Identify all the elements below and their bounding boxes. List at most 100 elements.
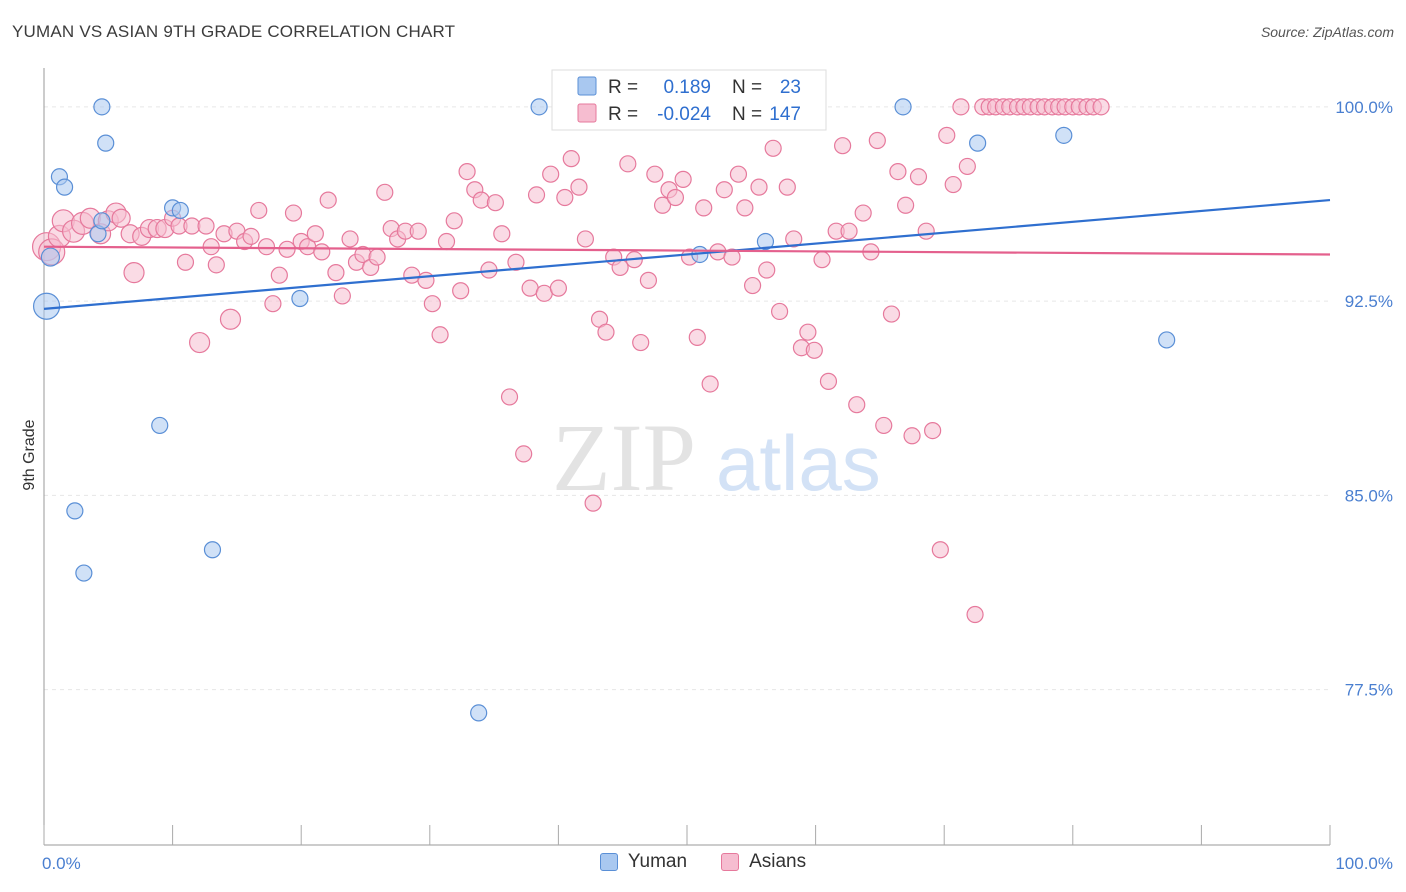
asian-point-54 xyxy=(417,271,435,289)
asian-point-75 xyxy=(562,150,580,168)
asian-point-47 xyxy=(368,248,386,266)
legend-label-asians: Asians xyxy=(749,851,807,872)
asian-point-133 xyxy=(966,605,984,624)
asian-point-94 xyxy=(695,199,713,217)
legend-n-value-asians: 147 xyxy=(769,104,801,125)
asian-point-122 xyxy=(889,163,907,181)
asian-point-120 xyxy=(875,416,893,435)
legend-r-label-yuman: R = xyxy=(608,77,638,98)
asian-point-126 xyxy=(917,222,935,240)
legend-item-asians[interactable]: Asians xyxy=(721,851,806,873)
yuman-point-22 xyxy=(1158,331,1176,349)
asian-point-32 xyxy=(264,295,282,313)
asian-point-106 xyxy=(778,178,796,196)
y-tick-label-2: 85.0% xyxy=(1345,486,1393,505)
yuman-point-0 xyxy=(32,292,61,320)
yuman-point-9 xyxy=(97,134,115,152)
asian-point-57 xyxy=(437,232,456,251)
asian-point-41 xyxy=(327,264,345,282)
asian-point-70 xyxy=(527,186,546,204)
asian-point-19 xyxy=(176,253,195,271)
asian-point-76 xyxy=(570,178,588,196)
asian-point-29 xyxy=(242,227,260,245)
asian-point-33 xyxy=(270,266,288,284)
asian-point-103 xyxy=(758,261,776,279)
asian-point-87 xyxy=(646,165,664,183)
asian-point-119 xyxy=(868,131,886,150)
legend-n-label-yuman: N = xyxy=(732,77,762,98)
asian-point-110 xyxy=(805,341,823,359)
asian-point-22 xyxy=(197,217,215,235)
trend-lines xyxy=(43,198,1331,310)
asian-point-58 xyxy=(445,212,463,230)
legend-box: R = 0.189 N = 23 R = -0.024 N = 147 xyxy=(551,69,827,131)
asian-point-88 xyxy=(653,196,672,214)
asian-point-112 xyxy=(819,372,838,390)
legend-n-value-yuman: 23 xyxy=(780,77,801,98)
asian-point-82 xyxy=(611,258,629,277)
asian-point-105 xyxy=(770,302,789,321)
legend-n-label-asians: N = xyxy=(732,104,762,125)
asian-point-48 xyxy=(376,183,394,201)
asian-point-78 xyxy=(584,494,602,512)
legend-r-value-yuman: 0.189 xyxy=(663,77,711,98)
asian-point-115 xyxy=(840,222,858,240)
series-asians-points xyxy=(31,98,1110,624)
asian-point-101 xyxy=(743,276,762,295)
legend-item-yuman[interactable]: Yuman xyxy=(599,851,687,873)
y-tick-label-1: 92.5% xyxy=(1345,292,1393,311)
series-yuman-points xyxy=(32,98,1176,722)
yuman-point-20 xyxy=(969,134,987,152)
asian-point-99 xyxy=(729,165,748,183)
asian-point-12 xyxy=(123,262,145,284)
yuman-point-14 xyxy=(291,289,309,308)
asian-point-107 xyxy=(785,230,803,248)
asian-point-114 xyxy=(834,137,852,155)
asian-trend-line xyxy=(43,245,1331,256)
legend-swatch-yuman xyxy=(577,76,597,96)
asian-point-104 xyxy=(764,139,782,157)
asian-point-72 xyxy=(542,165,560,183)
asian-point-93 xyxy=(688,328,706,346)
asian-point-38 xyxy=(306,225,324,243)
yuman-point-10 xyxy=(151,416,169,435)
asian-point-116 xyxy=(848,396,866,414)
asian-point-60 xyxy=(458,163,476,181)
legend-swatch-asians-bottom xyxy=(721,853,740,871)
yuman-trend-line xyxy=(43,198,1331,310)
asian-point-109 xyxy=(799,323,817,341)
asian-point-56 xyxy=(431,326,449,344)
asian-point-123 xyxy=(897,196,915,214)
yuman-point-21 xyxy=(1055,126,1073,144)
asian-point-67 xyxy=(507,253,525,271)
y-axis-label: 9th Grade xyxy=(21,419,38,490)
asian-point-35 xyxy=(284,204,303,222)
yuman-point-4 xyxy=(66,502,84,520)
asian-point-102 xyxy=(750,178,768,196)
asian-point-77 xyxy=(576,230,595,248)
asian-point-125 xyxy=(909,168,928,186)
asian-point-97 xyxy=(715,181,733,199)
yuman-point-8 xyxy=(93,98,111,116)
legend-swatch-asians xyxy=(577,103,597,123)
asian-point-130 xyxy=(944,175,962,194)
asian-point-128 xyxy=(931,541,949,559)
yuman-point-18 xyxy=(756,232,775,251)
asian-point-151 xyxy=(1092,98,1110,116)
legend-swatch-yuman-bottom xyxy=(599,853,618,871)
asian-point-39 xyxy=(313,243,331,261)
asian-point-124 xyxy=(903,427,921,445)
x-tick-labels: 0.0% 100.0% xyxy=(42,854,1393,873)
asian-point-66 xyxy=(500,388,519,406)
asian-point-65 xyxy=(493,225,511,243)
asian-point-98 xyxy=(723,248,741,266)
yuman-point-3 xyxy=(55,178,74,196)
yuman-point-13 xyxy=(203,541,222,559)
yuman-point-12 xyxy=(171,201,189,220)
x-tick-label-1: 100.0% xyxy=(1335,854,1393,873)
yuman-point-15 xyxy=(470,704,488,722)
x-tick-label-0: 0.0% xyxy=(42,854,81,873)
asian-point-132 xyxy=(958,157,976,176)
asian-point-43 xyxy=(341,230,359,248)
asian-point-73 xyxy=(549,279,568,297)
